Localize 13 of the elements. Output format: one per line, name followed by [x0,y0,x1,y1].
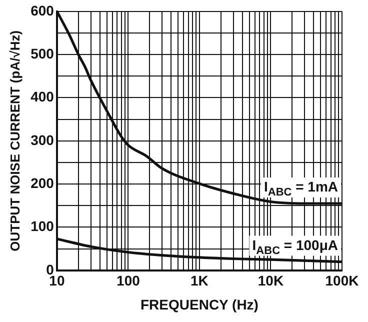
y-tick-label: 100 [30,218,54,234]
y-tick-label: 600 [30,2,54,18]
y-tick-label: 300 [30,132,54,148]
y-tick-label: 0 [46,261,54,278]
y-tick-label: 200 [30,174,54,191]
y-axis-title: OUTPUT NOISE CURRENT (pA/√Hz) [7,30,22,252]
x-axis-title: FREQUENCY (Hz) [140,296,258,312]
y-tick-label: 500 [30,45,54,62]
y-tick-label: 400 [30,88,54,105]
x-tick-label: 100K [325,272,359,289]
x-tick-label: 100 [116,272,140,289]
x-tick-label: 10K [258,272,284,289]
x-tick-label: 1K [190,272,208,289]
